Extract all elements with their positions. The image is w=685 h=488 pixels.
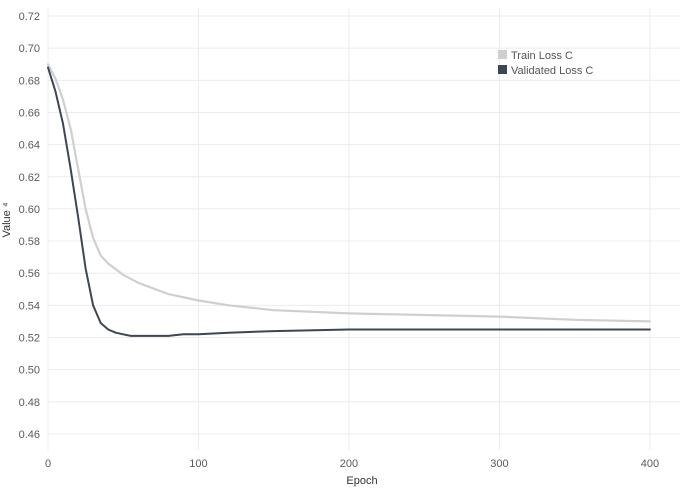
y-axis-title: Value ⁴ [1,202,13,237]
y-tick-label: 0.54 [19,300,40,312]
y-tick-label: 0.52 [19,332,40,344]
y-tick-label: 0.46 [19,429,40,441]
y-tick-label: 0.68 [19,75,40,87]
x-tick-label: 200 [340,458,358,470]
series-lines [46,63,652,337]
x-tick-label: 300 [490,458,508,470]
y-tick-label: 0.70 [19,43,40,55]
legend: Train Loss C Validated Loss C [498,50,593,77]
y-tick-label: 0.58 [19,236,40,248]
y-tick-label: 0.50 [19,365,40,377]
x-tick-label: 100 [189,458,207,470]
x-tick-label: 400 [641,458,659,470]
y-tick-label: 0.62 [19,172,40,184]
y-tick-label: 0.72 [19,11,40,23]
x-axis-title: Epoch [346,475,377,487]
y-tick-label: 0.60 [19,204,40,216]
grid [47,8,680,450]
legend-swatch [498,50,507,59]
x-tick-label: 0 [45,458,51,470]
legend-label: Train Loss C [511,50,573,62]
series-line-validated-loss-c [47,66,651,337]
y-tick-label: 0.66 [19,107,40,119]
legend-swatch [498,65,507,74]
y-tick-label: 0.48 [19,397,40,409]
y-tick-label: 0.64 [19,140,40,152]
legend-label: Validated Loss C [511,65,593,77]
x-axis-ticks: 0 100 200 300 400 [45,458,659,470]
series-line-train-loss-c [46,63,652,323]
y-axis-ticks: 0.46 0.48 0.50 0.52 0.54 0.56 0.58 0.60 0.62 0.64… [19,11,40,441]
y-tick-label: 0.56 [19,268,40,280]
